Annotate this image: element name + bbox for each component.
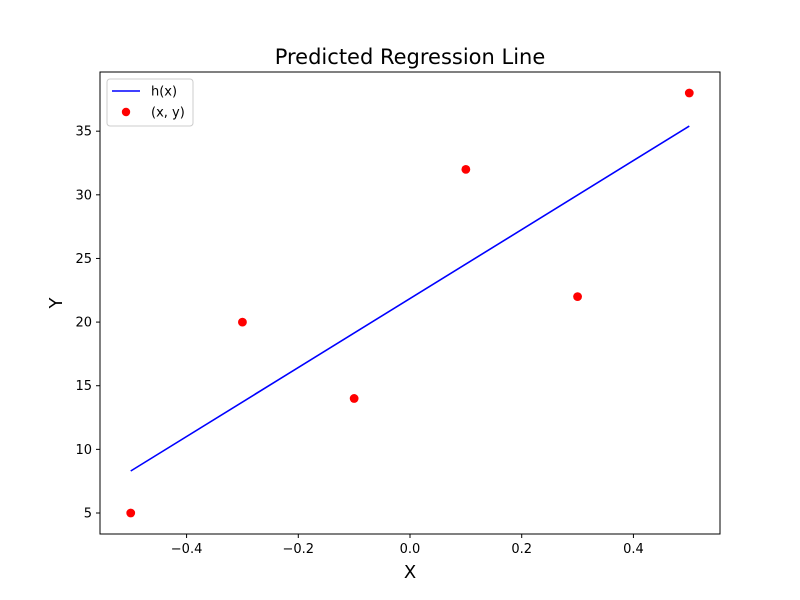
legend-entry-label: (x, y) (151, 106, 185, 121)
scatter-point (238, 317, 247, 327)
x-tick-label: −0.2 (282, 542, 314, 557)
y-tick-label: 30 (75, 188, 92, 203)
y-axis-ticks: 5 10 15 20 25 30 35 (75, 125, 100, 522)
axes-frame (99, 71, 721, 535)
x-tick-label: 0.2 (511, 542, 532, 557)
scatter-point (126, 508, 136, 518)
scatter-point (349, 394, 359, 403)
y-tick-label: 20 (75, 316, 92, 331)
scatter-point (461, 164, 471, 174)
y-tick-label: 10 (75, 443, 92, 458)
legend: h(x) (x, y) (106, 78, 194, 127)
scatter-point (684, 88, 694, 98)
y-tick-label: 25 (75, 252, 92, 267)
y-tick-label: 5 (84, 507, 92, 522)
legend-entry-label: h(x) (151, 85, 177, 100)
scatter-point (573, 292, 582, 302)
y-axis-label: Y (46, 297, 67, 310)
x-tick-label: −0.4 (171, 542, 203, 557)
x-axis-label: X (404, 562, 416, 583)
x-axis-ticks: −0.4 −0.2 0.0 0.2 0.4 (171, 534, 644, 557)
x-tick-label: 0.4 (623, 542, 644, 557)
regression-line (130, 125, 690, 472)
x-tick-label: 0.0 (400, 542, 421, 557)
legend-marker-swatch (121, 107, 131, 117)
y-tick-label: 15 (75, 379, 92, 394)
chart-title: Predicted Regression Line (275, 45, 546, 69)
y-tick-label: 35 (75, 125, 92, 140)
series-layer (126, 88, 694, 518)
